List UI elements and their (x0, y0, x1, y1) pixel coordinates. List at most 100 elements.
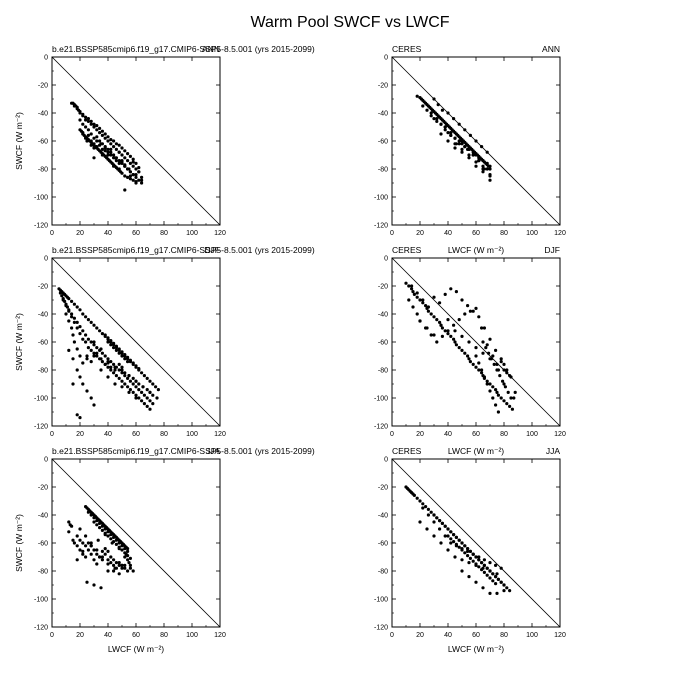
data-point (72, 541, 76, 545)
data-point (508, 589, 512, 593)
data-point (89, 541, 93, 545)
data-point (137, 170, 141, 174)
data-point (463, 312, 467, 316)
x-tick-label: 120 (214, 431, 226, 438)
data-point (468, 133, 472, 137)
data-point (505, 371, 509, 375)
data-point (449, 530, 453, 534)
data-point (86, 510, 90, 514)
data-point (505, 402, 509, 406)
y-tick-label: -20 (38, 284, 48, 291)
data-point (71, 382, 75, 386)
data-point (128, 170, 132, 174)
x-tick-label: 120 (554, 632, 566, 639)
data-point (452, 337, 456, 341)
data-point (439, 541, 443, 545)
data-point (117, 347, 121, 351)
x-tick-label: 120 (554, 431, 566, 438)
data-point (471, 309, 475, 313)
data-point (471, 150, 475, 154)
x-axis-title: LWCF (W m⁻²) (448, 644, 504, 654)
data-point (126, 569, 130, 573)
data-point (488, 576, 492, 580)
data-point (477, 361, 481, 365)
data-point (425, 527, 429, 531)
data-point (89, 348, 93, 352)
data-point (446, 329, 450, 333)
data-point (443, 125, 447, 129)
data-point (106, 562, 110, 566)
data-point (446, 131, 450, 135)
data-point (84, 115, 88, 119)
data-point (481, 566, 485, 570)
data-point (120, 159, 124, 163)
data-point (67, 297, 71, 301)
x-tick-label: 20 (416, 230, 424, 237)
data-point (495, 390, 499, 394)
reference-line (51, 458, 221, 628)
y-tick-label: 0 (44, 256, 48, 263)
x-tick-label: 20 (76, 431, 84, 438)
data-point (70, 315, 74, 319)
data-point (78, 527, 82, 531)
data-point (418, 499, 422, 503)
data-point (78, 375, 82, 379)
data-point (100, 555, 104, 559)
data-point (457, 346, 461, 350)
y-tick-label: -100 (34, 597, 48, 604)
data-point (477, 558, 481, 562)
data-point (494, 388, 498, 392)
data-point (439, 132, 443, 136)
data-point (460, 348, 464, 352)
data-point (140, 390, 144, 394)
data-point (126, 152, 130, 156)
data-point (488, 591, 492, 596)
data-point (112, 569, 116, 573)
data-point (95, 139, 99, 143)
data-point (481, 351, 485, 355)
x-tick-label: 120 (554, 230, 566, 237)
x-tick-label: 40 (444, 632, 452, 639)
data-point (407, 298, 411, 302)
data-point (485, 379, 489, 383)
reference-line (51, 257, 221, 427)
data-point (95, 548, 99, 552)
data-point (106, 534, 110, 538)
data-point (75, 107, 79, 111)
data-point (109, 360, 113, 364)
data-point (463, 145, 467, 149)
data-point (460, 334, 464, 338)
data-point (477, 368, 481, 372)
data-point (454, 544, 458, 548)
data-point (426, 309, 430, 313)
data-point (463, 544, 467, 548)
x-tick-label: 0 (50, 230, 54, 237)
data-point (512, 396, 516, 400)
y-tick-label: 0 (44, 457, 48, 464)
data-point (499, 357, 503, 361)
data-point (491, 579, 495, 583)
data-point (95, 128, 99, 132)
data-point (488, 164, 492, 168)
data-point (503, 385, 507, 389)
data-point (117, 150, 121, 154)
data-point (78, 118, 82, 122)
data-point (89, 396, 93, 400)
y-tick-label: -40 (378, 513, 388, 520)
data-point (117, 376, 121, 380)
x-tick-label: 40 (104, 431, 112, 438)
data-point (89, 320, 93, 324)
data-point (502, 362, 506, 366)
figure-title: Warm Pool SWCF vs LWCF (250, 14, 449, 31)
data-point (438, 519, 442, 523)
data-point (92, 558, 96, 562)
data-point (71, 333, 75, 337)
data-point (67, 309, 71, 313)
data-point (114, 538, 118, 542)
data-point (106, 375, 110, 379)
data-point (126, 558, 130, 562)
data-point (134, 181, 138, 185)
data-point (126, 549, 130, 554)
data-point (84, 340, 88, 344)
data-point (491, 396, 495, 400)
